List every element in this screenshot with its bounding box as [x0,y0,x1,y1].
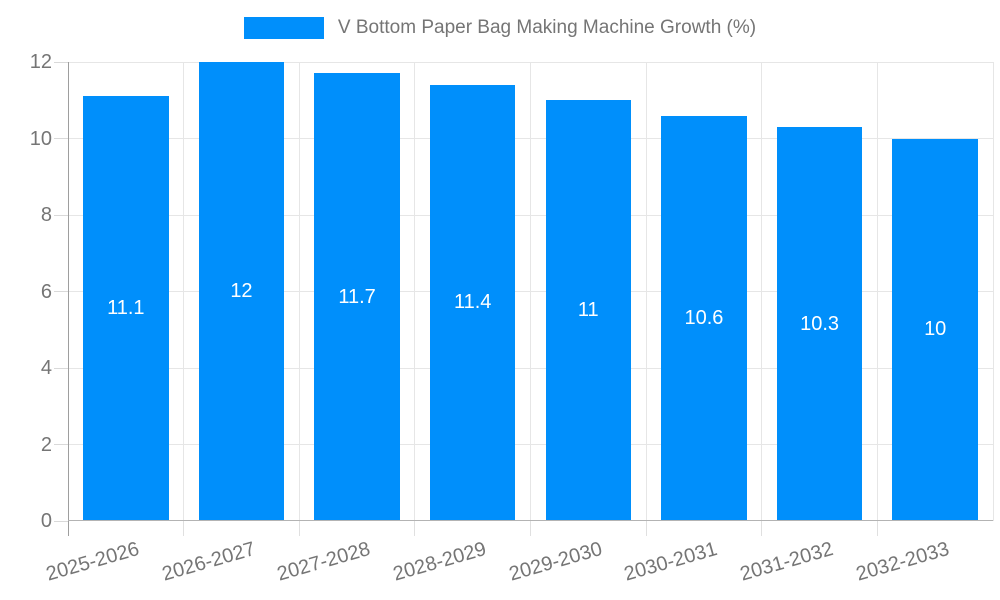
bar-value-label: 11.7 [338,285,376,308]
gridline-vertical [761,62,763,521]
gridline-vertical [876,62,878,521]
y-axis-tick [54,520,68,522]
bar-value-label: 11.1 [107,297,145,320]
x-axis-tick-label: 2032-2033 [853,538,952,586]
x-axis-tick-label: 2025-2026 [43,538,142,586]
y-axis-tick [54,444,68,445]
bar-value-label: 10.3 [800,312,840,335]
bar-value-label: 10 [924,318,947,341]
x-axis-tick-label: 2026-2027 [159,538,258,586]
bar-value-label: 10.6 [684,306,724,329]
x-axis-tick-label: 2028-2029 [390,538,489,586]
y-axis-tick-label: 10 [29,127,52,150]
plot-area: 11.1 12 11.7 11.4 11 10.6 10.3 10 [68,61,994,521]
bar-2030-2031[interactable]: 10.6 [661,115,747,521]
legend-label: V Bottom Paper Bag Making Machine Growth… [337,17,757,38]
x-axis-tick [414,521,416,536]
y-axis-tick-label: 12 [29,51,52,73]
legend-swatch [243,17,324,39]
x-axis-tick-label: 2029-2030 [506,538,605,586]
gridline-vertical [298,62,300,521]
y-axis-tick-label: 6 [40,280,52,303]
bar-2032-2033[interactable]: 10 [892,138,978,521]
gridline-vertical [414,62,416,521]
bar-2027-2028[interactable]: 11.7 [314,73,400,521]
x-axis-tick-label: 2031-2032 [737,538,836,586]
bar-value-label: 12 [230,280,253,302]
x-axis-tick [183,521,185,536]
bar-2031-2032[interactable]: 10.3 [776,127,863,521]
y-axis-tick [54,214,68,216]
gridline-vertical [645,62,647,521]
bar-2029-2030[interactable]: 11 [545,100,632,521]
bar-2026-2027[interactable]: 12 [198,62,285,521]
bar-value-label: 11 [577,299,599,322]
gridline-vertical [183,62,185,521]
x-axis-tick [645,521,647,536]
x-axis-tick [761,521,763,536]
x-axis-line [68,520,993,521]
x-axis-tick-label: 2027-2028 [275,538,374,586]
y-axis-tick [54,61,68,63]
y-axis-tick [54,138,68,139]
gridline-vertical [992,62,994,521]
y-axis-tick-label: 8 [40,204,52,226]
y-axis-tick [54,367,68,369]
chart-legend[interactable]: V Bottom Paper Bag Making Machine Growth… [0,17,1000,39]
y-axis-tick [54,291,68,292]
x-axis-tick [298,521,300,536]
bar-2028-2029[interactable]: 11.4 [429,84,516,521]
y-axis-tick-label: 4 [40,357,52,379]
x-axis-tick [876,521,878,536]
gridline-vertical [530,62,531,521]
x-axis-tick [530,521,531,536]
y-axis-line [68,62,69,536]
y-axis-tick-label: 2 [40,433,52,456]
bar-value-label: 11.4 [453,291,492,314]
bar-2025-2026[interactable]: 11.1 [83,96,169,521]
y-axis-tick-label: 0 [40,510,52,532]
x-axis-tick-label: 2030-2031 [621,538,721,586]
